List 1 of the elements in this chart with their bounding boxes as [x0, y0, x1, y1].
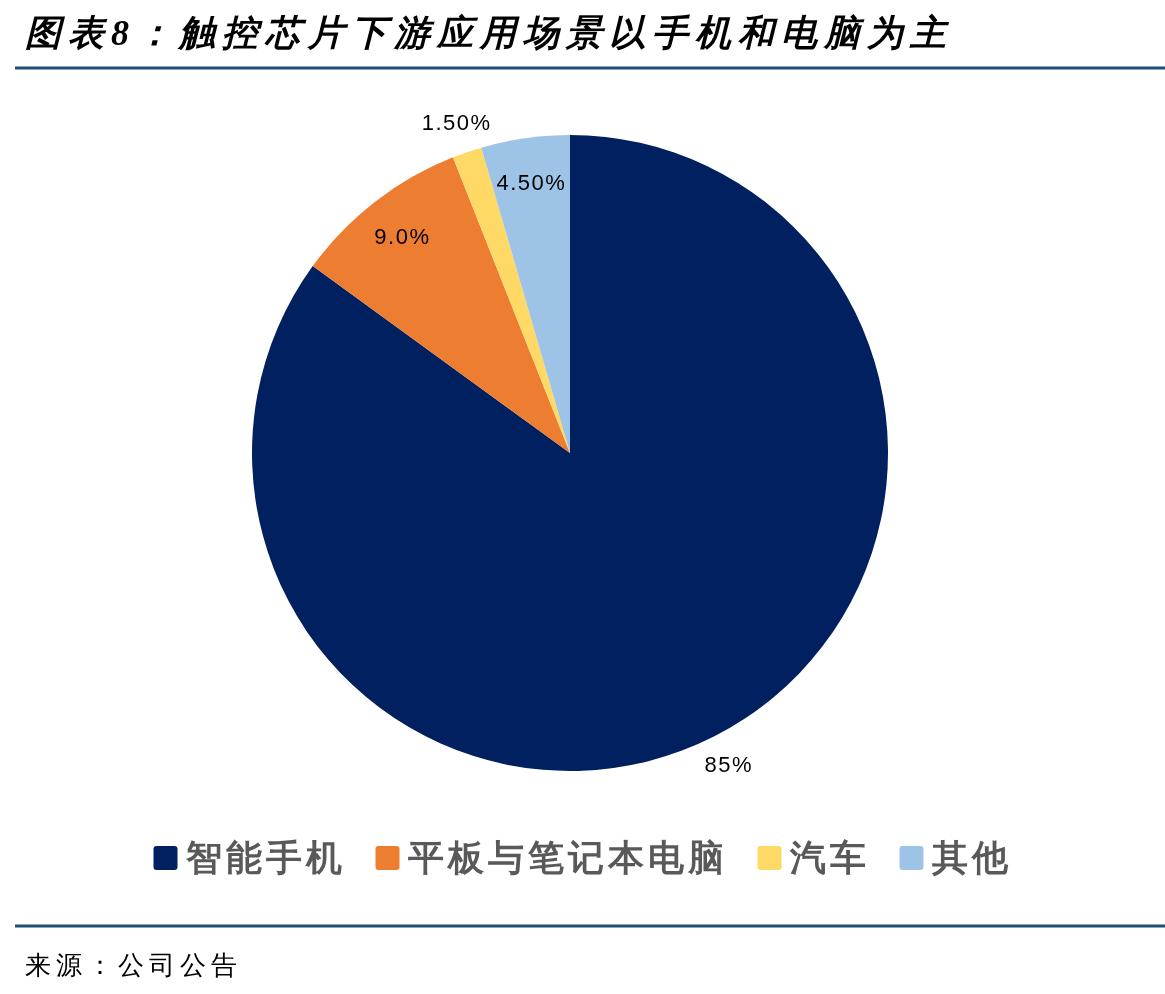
title: 图表8：触控芯片下游应用场景以手机和电脑为主 — [25, 13, 953, 53]
